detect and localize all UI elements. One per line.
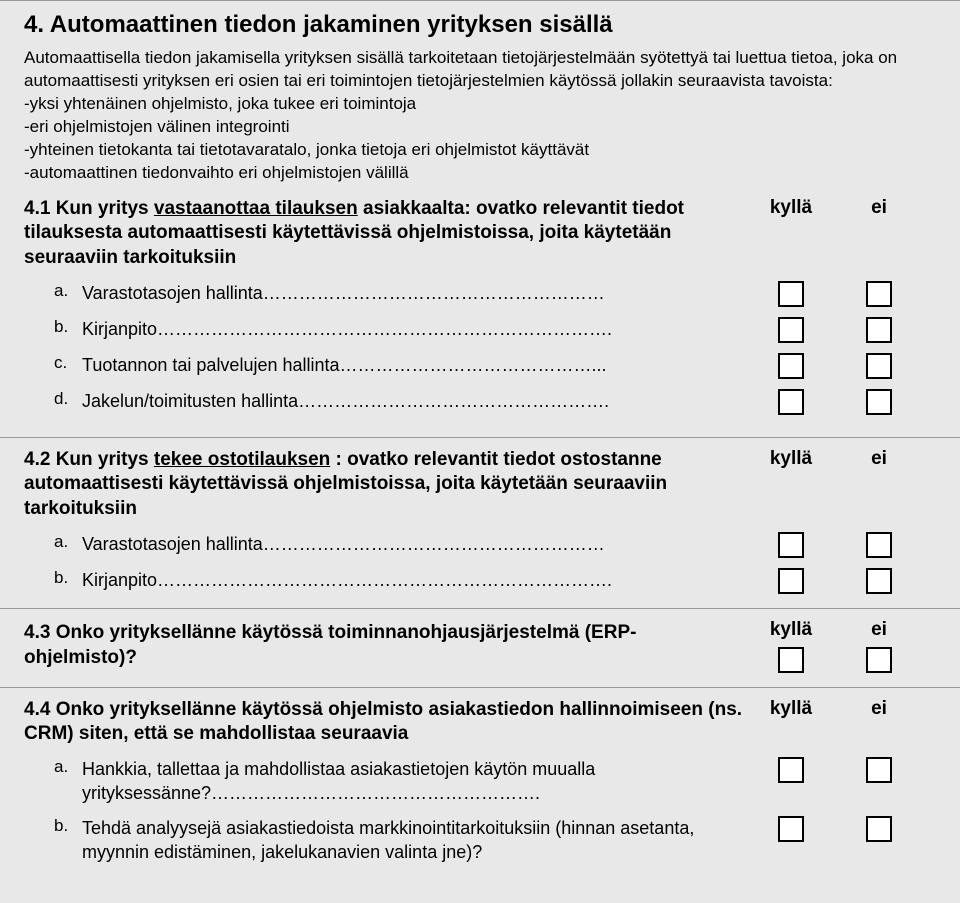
- q43-no-checkbox[interactable]: [866, 647, 892, 673]
- q41-c-no-checkbox[interactable]: [866, 353, 892, 379]
- q41-b-no-checkbox[interactable]: [866, 317, 892, 343]
- q44-a-no-checkbox[interactable]: [866, 757, 892, 783]
- q44-item-b: b. Tehdä analyysejä asiakastiedoista mar…: [24, 816, 936, 865]
- q41-d-yes-checkbox[interactable]: [778, 389, 804, 415]
- q42-item-a: a. Varastotasojen hallinta………………………………………: [24, 532, 936, 558]
- q44-b-no-checkbox[interactable]: [866, 816, 892, 842]
- q41-a-no-checkbox[interactable]: [866, 281, 892, 307]
- q44-a-yes-checkbox[interactable]: [778, 757, 804, 783]
- q44-b-yes-checkbox[interactable]: [778, 816, 804, 842]
- q44-text: 4.4 Onko yrityksellänne käytössä ohjelmi…: [24, 699, 742, 745]
- q41-item-b: b. Kirjanpito………………………………………………………………….: [24, 317, 936, 343]
- q41-d-no-checkbox[interactable]: [866, 389, 892, 415]
- question-4-2: 4.2 Kun yritys tekee ostotilauksen : ova…: [0, 438, 960, 609]
- header-yes: kyllä: [766, 197, 816, 219]
- question-4-4: 4.4 Onko yrityksellänne käytössä ohjelmi…: [0, 688, 960, 879]
- section-title: 4. Automaattinen tiedon jakaminen yrityk…: [24, 11, 936, 39]
- question-4-1: 4.1 Kun yritys vastaanottaa tilauksen as…: [24, 197, 936, 415]
- header-no: ei: [854, 197, 904, 219]
- q42-a-yes-checkbox[interactable]: [778, 532, 804, 558]
- q41-a-yes-checkbox[interactable]: [778, 281, 804, 307]
- header-yes: kyllä: [766, 698, 816, 720]
- q41-c-yes-checkbox[interactable]: [778, 353, 804, 379]
- header-yes: kyllä: [766, 448, 816, 470]
- q42-b-no-checkbox[interactable]: [866, 568, 892, 594]
- q42-a-no-checkbox[interactable]: [866, 532, 892, 558]
- q42-item-b: b. Kirjanpito………………………………………………………………….: [24, 568, 936, 594]
- q44-item-a: a. Hankkia, tallettaa ja mahdollistaa as…: [24, 757, 936, 806]
- header-no: ei: [854, 698, 904, 720]
- q43-text: 4.3 Onko yrityksellänne käytössä toiminn…: [24, 622, 636, 668]
- q41-item-c: c. Tuotannon tai palvelujen hallinta……………: [24, 353, 936, 379]
- q42-text: 4.2 Kun yritys tekee ostotilauksen : ova…: [24, 449, 667, 519]
- q41-item-a: a. Varastotasojen hallinta………………………………………: [24, 281, 936, 307]
- header-yes: kyllä: [766, 619, 816, 641]
- q43-yes-checkbox[interactable]: [778, 647, 804, 673]
- q41-item-d: d. Jakelun/toimitusten hallinta…………………………: [24, 389, 936, 415]
- header-no: ei: [854, 448, 904, 470]
- question-4-3: 4.3 Onko yrityksellänne käytössä toiminn…: [0, 609, 960, 688]
- q42-b-yes-checkbox[interactable]: [778, 568, 804, 594]
- q41-text: 4.1 Kun yritys vastaanottaa tilauksen as…: [24, 198, 684, 268]
- section-4-intro-and-41: 4. Automaattinen tiedon jakaminen yrityk…: [0, 0, 960, 438]
- section-intro: Automaattisella tiedon jakamisella yrity…: [24, 47, 936, 185]
- q41-b-yes-checkbox[interactable]: [778, 317, 804, 343]
- header-no: ei: [854, 619, 904, 641]
